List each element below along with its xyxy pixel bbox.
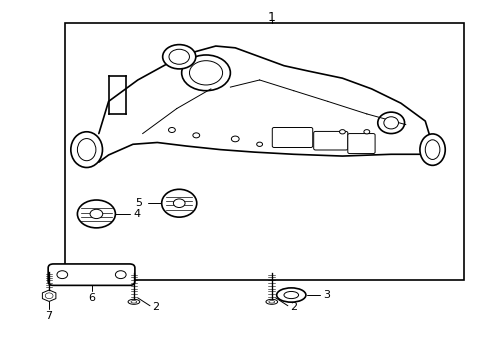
Ellipse shape	[71, 132, 102, 167]
Circle shape	[364, 130, 370, 134]
Ellipse shape	[425, 140, 440, 159]
Ellipse shape	[162, 189, 197, 217]
Ellipse shape	[269, 301, 275, 303]
Ellipse shape	[173, 199, 185, 207]
Ellipse shape	[128, 299, 140, 304]
Circle shape	[45, 293, 53, 298]
Circle shape	[116, 271, 126, 279]
Circle shape	[169, 127, 175, 132]
Circle shape	[231, 136, 239, 142]
Text: 3: 3	[323, 290, 330, 300]
Ellipse shape	[284, 292, 298, 298]
Text: 2: 2	[152, 302, 160, 312]
Circle shape	[57, 271, 68, 279]
Text: 6: 6	[88, 293, 95, 303]
Text: 7: 7	[46, 311, 53, 321]
FancyBboxPatch shape	[314, 131, 348, 150]
Ellipse shape	[77, 200, 116, 228]
FancyBboxPatch shape	[65, 23, 464, 280]
Ellipse shape	[182, 55, 230, 91]
Circle shape	[193, 133, 200, 138]
Text: 2: 2	[290, 302, 297, 312]
Ellipse shape	[277, 288, 306, 302]
Ellipse shape	[169, 49, 190, 64]
Circle shape	[340, 130, 345, 134]
Text: 4: 4	[133, 209, 140, 219]
Ellipse shape	[77, 139, 96, 161]
FancyBboxPatch shape	[48, 264, 135, 285]
Ellipse shape	[90, 209, 103, 219]
Ellipse shape	[131, 301, 137, 303]
Ellipse shape	[384, 117, 398, 129]
Text: 5: 5	[136, 198, 143, 208]
Text: 1: 1	[268, 11, 276, 24]
Circle shape	[257, 142, 263, 147]
Ellipse shape	[163, 45, 196, 69]
FancyBboxPatch shape	[272, 127, 313, 148]
FancyBboxPatch shape	[348, 134, 375, 154]
Ellipse shape	[190, 61, 222, 85]
Ellipse shape	[266, 299, 278, 304]
Ellipse shape	[420, 134, 445, 165]
Ellipse shape	[378, 112, 405, 134]
